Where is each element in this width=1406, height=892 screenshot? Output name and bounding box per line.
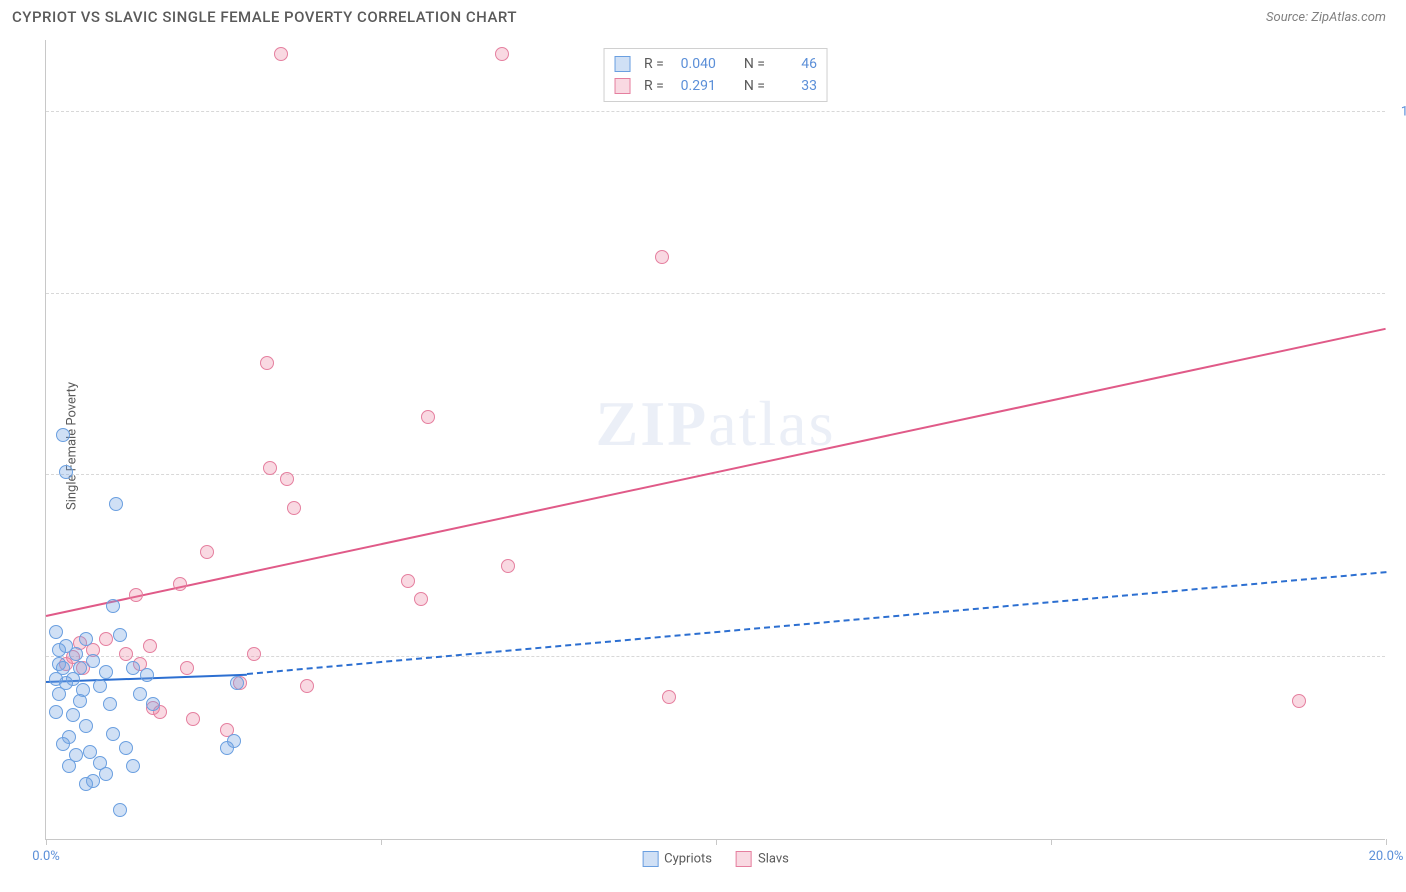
x-tick xyxy=(1386,839,1387,845)
data-point xyxy=(414,592,428,606)
x-tick-label: 0.0% xyxy=(32,849,60,864)
legend-swatch xyxy=(614,78,630,94)
legend-swatch xyxy=(614,56,630,72)
data-point xyxy=(113,803,127,817)
data-point xyxy=(49,625,63,639)
data-point xyxy=(66,708,80,722)
stats-legend-row: R = 0.040 N = 46 xyxy=(614,53,817,75)
data-point xyxy=(300,679,314,693)
n-label: N = xyxy=(744,53,765,75)
data-point xyxy=(49,672,63,686)
data-point xyxy=(260,356,274,370)
data-point xyxy=(73,661,87,675)
data-point xyxy=(173,577,187,591)
stats-legend-row: R = 0.291 N = 33 xyxy=(614,75,817,97)
data-point xyxy=(93,679,107,693)
data-point xyxy=(495,47,509,61)
y-tick-label: 100.0% xyxy=(1401,104,1406,119)
watermark: ZIPatlas xyxy=(596,387,836,461)
data-point xyxy=(143,639,157,653)
data-point xyxy=(126,759,140,773)
legend-swatch xyxy=(736,851,752,867)
scatter-chart: ZIPatlas 25.0%50.0%75.0%100.0%0.0%20.0%R… xyxy=(45,40,1385,840)
x-tick xyxy=(46,839,47,845)
trend-line xyxy=(46,328,1386,617)
data-point xyxy=(109,497,123,511)
x-tick-label: 20.0% xyxy=(1369,849,1404,864)
x-tick xyxy=(1051,839,1052,845)
data-point xyxy=(99,767,113,781)
data-point xyxy=(287,501,301,515)
data-point xyxy=(230,676,244,690)
data-point xyxy=(133,687,147,701)
data-point xyxy=(126,661,140,675)
data-point xyxy=(56,737,70,751)
data-point xyxy=(200,545,214,559)
data-point xyxy=(180,661,194,675)
legend-swatch xyxy=(642,851,658,867)
data-point xyxy=(119,647,133,661)
r-label: R = xyxy=(644,75,664,97)
data-point xyxy=(501,559,515,573)
gridline xyxy=(46,474,1385,475)
data-point xyxy=(186,712,200,726)
data-point xyxy=(106,727,120,741)
data-point xyxy=(56,428,70,442)
data-point xyxy=(263,461,277,475)
legend-item: Cypriots xyxy=(642,848,712,867)
gridline xyxy=(46,293,1385,294)
data-point xyxy=(79,719,93,733)
data-point xyxy=(49,705,63,719)
n-label: N = xyxy=(744,75,765,97)
x-tick xyxy=(716,839,717,845)
data-point xyxy=(146,697,160,711)
data-point xyxy=(421,410,435,424)
n-value: 46 xyxy=(773,53,817,75)
data-point xyxy=(99,665,113,679)
trend-line xyxy=(247,572,1386,676)
data-point xyxy=(52,643,66,657)
data-point xyxy=(655,250,669,264)
data-point xyxy=(73,694,87,708)
r-value: 0.291 xyxy=(672,75,716,97)
data-point xyxy=(79,777,93,791)
source-attribution: Source: ZipAtlas.com xyxy=(1266,10,1386,25)
data-point xyxy=(69,647,83,661)
data-point xyxy=(59,465,73,479)
gridline xyxy=(46,111,1385,112)
series-legend: Cypriots Slavs xyxy=(642,848,789,867)
data-point xyxy=(119,741,133,755)
data-point xyxy=(280,472,294,486)
data-point xyxy=(79,632,93,646)
data-point xyxy=(103,697,117,711)
data-point xyxy=(662,690,676,704)
data-point xyxy=(86,654,100,668)
data-point xyxy=(1292,694,1306,708)
data-point xyxy=(140,668,154,682)
data-point xyxy=(129,588,143,602)
chart-title: CYPRIOT VS SLAVIC SINGLE FEMALE POVERTY … xyxy=(12,8,517,26)
legend-label: Cypriots xyxy=(664,851,712,866)
data-point xyxy=(62,759,76,773)
data-point xyxy=(113,628,127,642)
data-point xyxy=(274,47,288,61)
data-point xyxy=(99,632,113,646)
r-value: 0.040 xyxy=(672,53,716,75)
stats-legend: R = 0.040 N = 46 R = 0.291 N = 33 xyxy=(603,48,828,102)
data-point xyxy=(401,574,415,588)
data-point xyxy=(106,599,120,613)
data-point xyxy=(83,745,97,759)
n-value: 33 xyxy=(773,75,817,97)
legend-label: Slavs xyxy=(758,851,789,866)
data-point xyxy=(220,741,234,755)
data-point xyxy=(247,647,261,661)
r-label: R = xyxy=(644,53,664,75)
legend-item: Slavs xyxy=(736,848,789,867)
x-tick xyxy=(381,839,382,845)
